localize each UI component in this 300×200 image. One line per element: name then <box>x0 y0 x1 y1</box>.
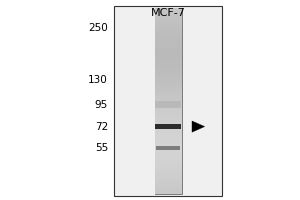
Text: 130: 130 <box>88 75 108 85</box>
Bar <box>154 122 182 124</box>
Bar <box>154 175 182 178</box>
Bar <box>154 13 182 15</box>
Bar <box>154 108 182 110</box>
Bar <box>154 59 182 61</box>
Bar <box>154 168 182 171</box>
Bar <box>154 10 182 13</box>
Bar <box>154 71 182 73</box>
Bar <box>154 154 182 157</box>
Bar <box>154 143 182 145</box>
Bar <box>154 82 182 85</box>
Bar <box>154 120 182 122</box>
Bar <box>154 150 182 152</box>
Bar <box>154 145 182 148</box>
Bar <box>154 187 182 189</box>
Bar <box>154 24 182 27</box>
Bar <box>154 166 182 168</box>
Bar <box>154 85 182 87</box>
Bar <box>154 50 182 52</box>
Bar <box>154 152 182 154</box>
Bar <box>155 124 181 129</box>
Bar <box>154 131 182 134</box>
Bar <box>154 103 182 106</box>
Bar <box>154 31 182 34</box>
Bar <box>154 48 182 50</box>
Bar <box>154 75 182 78</box>
Bar <box>154 171 182 173</box>
Bar <box>154 94 182 96</box>
Text: 95: 95 <box>95 100 108 110</box>
Bar <box>154 38 182 41</box>
Text: 250: 250 <box>88 23 108 33</box>
Bar <box>154 115 182 117</box>
Bar <box>154 180 182 182</box>
Bar <box>154 36 182 38</box>
Bar <box>154 34 182 36</box>
Bar <box>154 192 182 194</box>
Bar <box>154 22 182 24</box>
Bar <box>154 134 182 136</box>
Bar <box>154 41 182 43</box>
Bar <box>154 148 182 150</box>
Bar <box>154 124 182 127</box>
Bar <box>154 17 182 20</box>
Bar <box>154 57 182 59</box>
Bar <box>154 8 182 10</box>
Bar <box>154 64 182 66</box>
Text: 55: 55 <box>95 143 108 153</box>
Bar <box>154 68 182 71</box>
Bar <box>154 138 182 141</box>
Bar <box>154 92 182 94</box>
Bar <box>154 136 182 138</box>
Bar <box>114 6 222 196</box>
Bar <box>154 157 182 159</box>
Polygon shape <box>192 121 205 132</box>
Bar <box>154 129 182 131</box>
Bar <box>154 96 182 99</box>
Bar <box>154 159 182 161</box>
Bar <box>154 54 182 57</box>
Bar <box>154 164 182 166</box>
Bar <box>154 178 182 180</box>
Bar <box>154 106 182 108</box>
Text: 72: 72 <box>95 122 108 132</box>
Bar <box>154 43 182 45</box>
Bar <box>154 173 182 175</box>
Bar <box>155 101 181 108</box>
Bar <box>156 146 180 150</box>
Bar <box>154 80 182 82</box>
Bar <box>154 189 182 192</box>
Bar <box>154 61 182 64</box>
Bar <box>154 141 182 143</box>
Bar <box>154 15 182 17</box>
Bar <box>154 113 182 115</box>
Bar <box>154 127 182 129</box>
Bar <box>154 99 182 101</box>
Bar <box>154 66 182 68</box>
Bar <box>154 89 182 92</box>
Bar <box>154 185 182 187</box>
Bar <box>154 20 182 22</box>
Bar <box>154 182 182 185</box>
Bar <box>154 78 182 80</box>
Bar <box>154 117 182 120</box>
Bar <box>154 45 182 48</box>
Bar <box>154 8 182 194</box>
Bar <box>154 101 182 103</box>
Bar <box>154 29 182 31</box>
Bar <box>154 161 182 164</box>
Bar <box>154 52 182 54</box>
Bar <box>154 73 182 75</box>
Bar <box>154 27 182 29</box>
Bar <box>154 110 182 113</box>
Bar <box>154 87 182 89</box>
Text: MCF-7: MCF-7 <box>151 8 185 18</box>
